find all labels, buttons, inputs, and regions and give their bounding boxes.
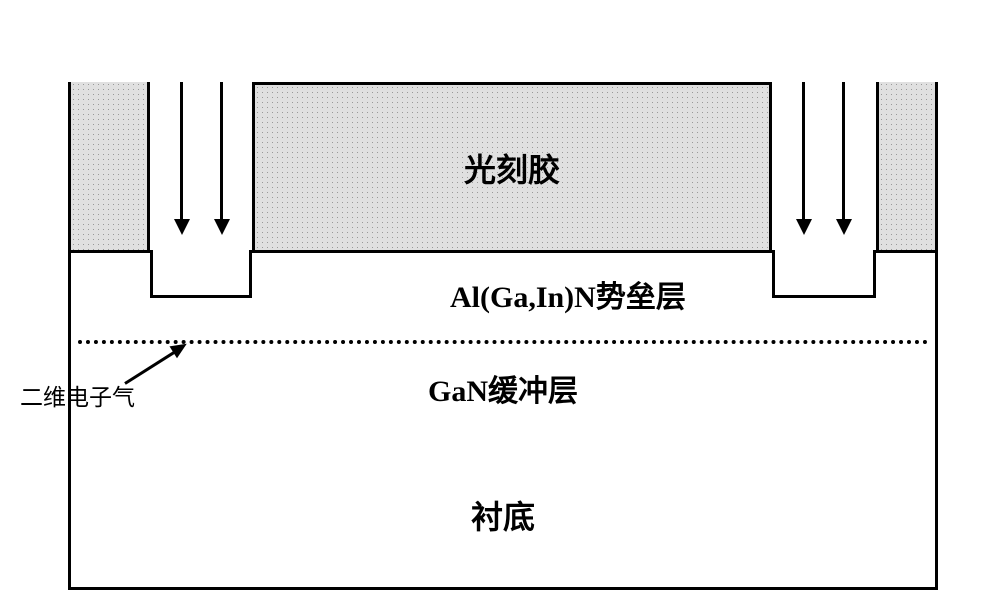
arrow-down-icon	[836, 219, 852, 235]
substrate-layer: 衬底	[68, 440, 938, 590]
arrow-down-icon	[796, 219, 812, 235]
etch-direction-arrow	[802, 82, 805, 221]
arrow-down-icon	[174, 219, 190, 235]
2deg-line	[78, 340, 928, 344]
buffer-label: GaN缓冲层	[428, 366, 578, 410]
etch-direction-arrow	[220, 82, 223, 221]
etch-direction-arrow	[180, 82, 183, 221]
photoresist-label: 光刻胶	[464, 145, 560, 191]
etched-trench	[150, 250, 252, 298]
2deg-annotation-text: 二维电子气	[20, 378, 135, 412]
etch-direction-arrow	[842, 82, 845, 221]
buffer-layer: GaN缓冲层	[68, 330, 938, 443]
etched-trench	[772, 250, 876, 298]
substrate-label: 衬底	[471, 492, 535, 538]
photoresist-block: 光刻胶	[252, 82, 772, 253]
photoresist-block	[68, 82, 150, 253]
barrier-label: Al(Ga,In)N势垒层	[450, 272, 686, 316]
arrow-down-icon	[214, 219, 230, 235]
photoresist-block	[876, 82, 938, 253]
